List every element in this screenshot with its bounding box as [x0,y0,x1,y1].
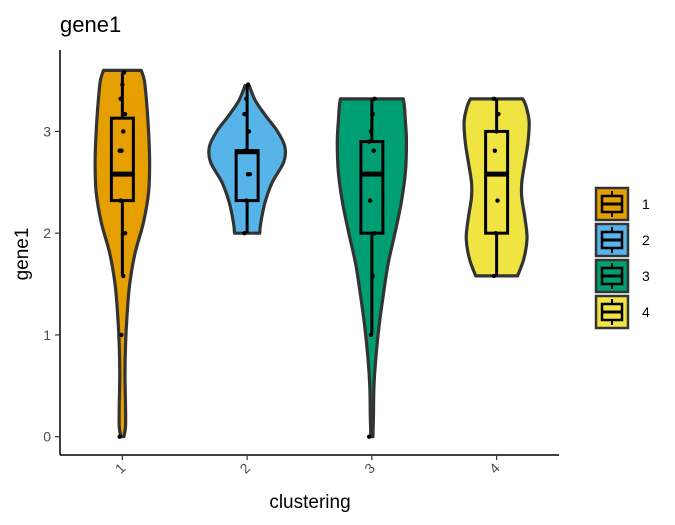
x-tick-label-3: 3 [361,460,378,477]
data-point-3 [370,273,375,279]
legend: 1 2 3 4 [594,186,650,330]
y-tick-label: 3 [43,123,51,139]
data-point-4 [491,96,497,102]
x-tick-label-1: 1 [112,460,129,477]
x-tick-label-4: 4 [486,460,503,477]
data-point-2 [244,198,249,203]
data-point-3 [366,434,372,439]
y-tick-label: 0 [43,429,51,445]
data-point-3 [370,111,375,117]
data-point-3 [369,171,375,177]
data-point-3 [367,198,373,203]
data-point-1 [121,171,127,177]
data-point-1 [121,273,126,279]
data-point-3 [368,332,374,338]
data-point-4 [494,129,499,134]
data-point-1 [122,230,128,236]
data-point-3 [372,230,377,236]
chart-title: gene1 [60,12,121,37]
y-tick-label: 2 [43,225,51,241]
data-point-1 [120,82,125,87]
data-point-2 [244,96,249,102]
y-tick-label: 1 [43,327,51,343]
y-axis: 0 1 2 3 [43,50,61,455]
plot-area [93,68,531,439]
legend-label-4: 4 [642,304,650,320]
data-point-1 [119,332,124,338]
data-point-4 [496,111,501,117]
y-axis-title: gene1 [12,228,33,281]
box-3 [359,140,385,235]
data-point-1 [121,129,126,134]
data-point-4 [491,273,497,279]
data-point-2 [242,230,247,236]
box-4 [484,129,510,235]
data-point-2 [246,129,252,134]
data-point-1 [122,111,128,117]
data-point-1 [119,148,124,153]
data-point-2 [244,148,250,153]
data-point-3 [368,129,374,134]
legend-label-1: 1 [642,196,650,212]
data-point-3 [372,96,377,102]
data-point-4 [492,148,498,153]
data-point-4 [495,198,500,203]
data-point-3 [366,139,372,144]
x-axis: 1 2 3 4 [60,454,559,477]
data-point-1 [117,434,122,439]
data-point-1 [121,70,127,75]
data-point-1 [118,198,123,203]
legend-label-2: 2 [642,232,650,248]
data-point-4 [497,171,502,177]
data-point-2 [245,82,251,87]
data-point-2 [247,171,253,177]
data-point-3 [371,148,376,153]
x-tick-label-2: 2 [236,460,253,477]
x-axis-title: clustering [269,492,350,513]
data-point-2 [242,111,247,117]
data-point-4 [493,230,498,236]
data-point-1 [118,96,123,102]
legend-label-3: 3 [642,268,650,284]
